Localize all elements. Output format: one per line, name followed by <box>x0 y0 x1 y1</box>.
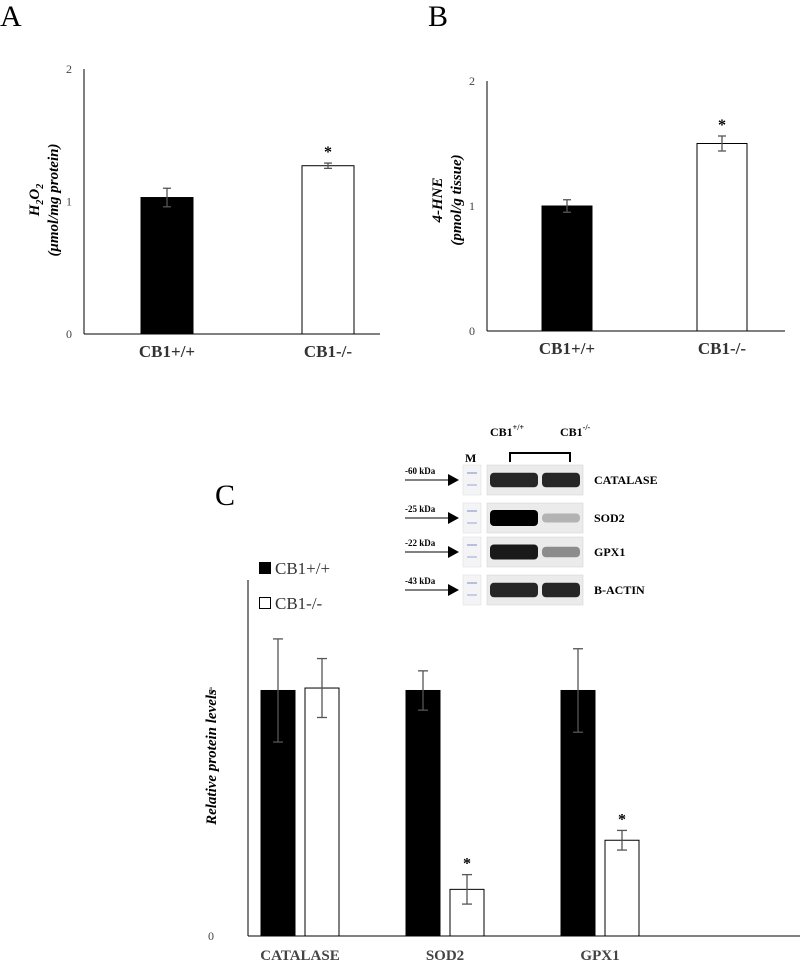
chart-c-x-tick-label: SOD2 <box>426 948 464 964</box>
chart-b-x-tick-label: CB1+/+ <box>539 339 595 358</box>
chart-c-bar <box>304 687 340 937</box>
chart-b-x-tick-label: CB1-/- <box>698 339 747 358</box>
blot-group-bracket <box>509 452 571 462</box>
blot-kda-label: -43 kDa <box>405 576 436 586</box>
chart-b-significance-marker: * <box>718 117 726 134</box>
chart-c-x-tick-label: CATALASE <box>260 948 339 964</box>
blot-marker-lane <box>462 464 482 496</box>
chart-c-legend: CB1+/+ CB1-/- <box>259 559 330 613</box>
western-blot: M CB1+/+ CB1-/- -60 kDa CATALASE -25 kDa SO… <box>405 423 658 606</box>
blot-rows: -60 kDa CATALASE -25 kDa SOD2 -22 kDa GPX1 -43… <box>405 464 658 606</box>
blot-band-wt <box>490 582 538 598</box>
blot-protein-label: GPX1 <box>594 545 625 559</box>
chart-b-y-tick-label: 2 <box>469 74 475 88</box>
chart-a-significance-marker: * <box>324 144 332 161</box>
blot-kda-label: -25 kDa <box>405 504 436 514</box>
blot-marker-lane <box>462 536 482 568</box>
blot-arrow-head <box>448 512 459 524</box>
blot-group-label-ko: CB1-/- <box>560 423 591 439</box>
chart-a-x-tick-label: CB1+/+ <box>139 342 195 361</box>
blot-band-wt <box>490 544 538 560</box>
blot-band-ko <box>542 513 580 523</box>
chart-a: H2O2 (μmol/mg protein) 0 1 2 CB1+/+ * CB1-/- <box>27 62 380 361</box>
chart-c-y-tick-label: 1 <box>208 683 214 697</box>
blot-marker-lane <box>462 502 482 534</box>
chart-a-y-axis-label-line1: H2O2 <box>27 184 46 218</box>
blot-protein-label: CATALASE <box>594 473 658 487</box>
chart-b-bar <box>696 143 748 332</box>
panel-label-c: C <box>215 479 235 512</box>
blot-band-ko <box>542 472 580 488</box>
blot-kda-label: -22 kDa <box>405 538 436 548</box>
blot-marker-lane <box>462 574 482 606</box>
chart-a-y-tick-label: 2 <box>66 62 72 76</box>
chart-c-x-tick-label: GPX1 <box>580 948 619 964</box>
chart-a-y-axis-label-line2: (μmol/mg protein) <box>46 144 62 257</box>
chart-b-bar <box>541 205 593 332</box>
chart-c-y-axis-label: Relative protein levels <box>204 689 220 826</box>
legend-swatch-cb1-wt <box>259 562 271 574</box>
blot-protein-label: SOD2 <box>594 511 625 525</box>
panel-label-a: A <box>0 0 22 33</box>
blot-protein-label: B-ACTIN <box>594 583 645 597</box>
chart-c: Relative protein levels CB1+/+ CB1-/- 0 1… <box>204 559 800 964</box>
chart-c-significance-marker: * <box>618 811 626 828</box>
blot-arrow-head <box>448 474 459 486</box>
blot-arrow-head <box>448 546 459 558</box>
chart-b-y-tick-label: 1 <box>469 199 475 213</box>
legend-label-cb1-wt: CB1+/+ <box>275 559 330 578</box>
chart-c-bar <box>405 689 441 937</box>
chart-a-bar <box>301 165 355 335</box>
blot-band-wt <box>490 472 538 488</box>
panel-label-b: B <box>428 0 448 33</box>
chart-a-x-tick-label: CB1-/- <box>304 342 353 361</box>
blot-group-label-wt: CB1+/+ <box>490 423 524 439</box>
chart-b: 4-HNE (pmol/g tissue) 0 1 2 CB1+/+ * CB1-/- <box>430 74 785 358</box>
chart-a-y-tick-label: 1 <box>66 195 72 209</box>
legend-label-cb1-ko: CB1-/- <box>275 594 323 613</box>
blot-kda-label: -60 kDa <box>405 466 436 476</box>
chart-b-y-tick-label: 0 <box>469 324 475 338</box>
blot-band-ko <box>542 546 580 558</box>
chart-c-significance-marker: * <box>463 856 471 873</box>
blot-marker-label: M <box>465 451 476 465</box>
chart-c-y-tick-label: 0 <box>208 929 214 943</box>
chart-c-bar <box>604 839 640 937</box>
chart-a-bar <box>140 197 194 335</box>
blot-band-ko <box>542 582 580 598</box>
chart-a-y-tick-label: 0 <box>66 327 72 341</box>
legend-swatch-cb1-ko <box>259 597 271 609</box>
blot-band-wt <box>490 510 538 526</box>
chart-b-y-axis-label-line2: (pmol/g tissue) <box>449 154 465 245</box>
chart-b-y-axis-label-line1: 4-HNE <box>430 178 446 224</box>
blot-arrow-head <box>448 584 459 596</box>
